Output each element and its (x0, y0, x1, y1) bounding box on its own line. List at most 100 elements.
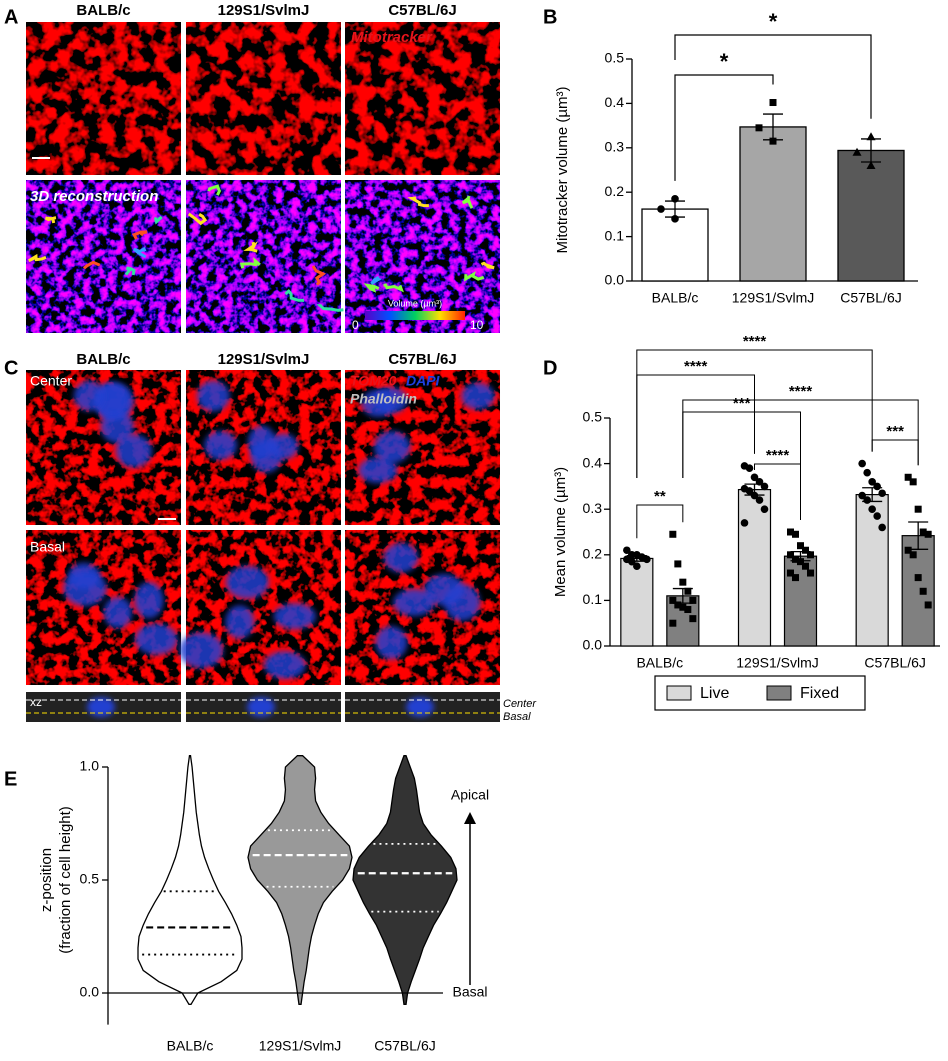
data-point (914, 574, 922, 582)
data-point (904, 546, 912, 554)
data-point (628, 557, 636, 566)
nucleus (100, 410, 134, 444)
data-point (797, 542, 804, 550)
violin (247, 755, 353, 1005)
row-label: Center (30, 373, 72, 389)
data-point (792, 555, 799, 563)
data-point (807, 551, 814, 559)
stain-label: TOM20 (350, 373, 397, 389)
stain-label: DAPI (406, 373, 441, 389)
data-point (745, 487, 754, 495)
column-header: C57BL/6J (388, 2, 456, 19)
data-point (873, 512, 881, 520)
data-point (671, 195, 679, 203)
data-point (797, 558, 804, 566)
nucleus (393, 588, 435, 617)
significance-label: *** (733, 395, 751, 412)
reconstruction-object (132, 246, 147, 259)
significance-label: * (720, 49, 729, 74)
y-axis-label: (fraction of cell height) (57, 806, 74, 954)
significance-bracket (636, 349, 873, 478)
colorbar-label: Volume (µm³) (388, 298, 442, 308)
column-header: 129S1/SvlmJ (218, 2, 310, 19)
y-axis-label: Mean volume (µm³) (552, 467, 569, 597)
microscopy-image (186, 22, 341, 175)
significance-bracket (636, 374, 755, 478)
significance-label: **** (743, 333, 767, 350)
significance-label: **** (766, 447, 790, 464)
nucleus (263, 651, 306, 680)
data-point (769, 99, 777, 107)
y-tick-label: 0.3 (583, 500, 603, 516)
data-point (669, 530, 677, 538)
bar (620, 557, 654, 647)
column-header: C57BL/6J (388, 351, 456, 368)
legend-swatch (666, 685, 692, 701)
xz-nucleus (247, 697, 275, 717)
data-point (760, 482, 769, 491)
colorbar-max: 10 (470, 318, 484, 332)
reconstruction-object (207, 184, 222, 196)
data-point (643, 555, 651, 564)
stain-label: Phalloidin (350, 391, 417, 407)
data-point (792, 530, 799, 538)
reconstruction-object (316, 304, 344, 312)
x-tick-label: BALB/c (167, 1038, 214, 1054)
panel-label: B (543, 6, 557, 28)
significance-bracket (636, 504, 684, 539)
y-tick-label: 0.1 (583, 591, 603, 607)
reconstruction-object (124, 266, 136, 276)
y-tick-label: 0.4 (583, 454, 603, 470)
data-point (919, 528, 927, 536)
nucleus (375, 625, 408, 660)
bar (855, 494, 889, 647)
data-point (924, 530, 932, 538)
data-point (684, 587, 692, 595)
plane-label: Center (503, 698, 537, 710)
significance-label: *** (886, 423, 904, 440)
significance-label: **** (789, 383, 813, 400)
nucleus (103, 596, 133, 629)
significance-bracket (674, 34, 872, 119)
y-tick-label: 1.0 (80, 758, 100, 774)
y-tick-label: 0.5 (583, 409, 603, 425)
xz-nucleus (87, 697, 115, 717)
data-point (909, 551, 917, 559)
data-point (669, 596, 677, 604)
panel-label: E (4, 768, 17, 790)
x-tick-label: 129S1/SvlmJ (736, 655, 818, 671)
significance-label: **** (684, 358, 708, 375)
reconstruction-object (480, 261, 495, 270)
x-tick-label: C57BL/6J (374, 1038, 435, 1054)
data-point (679, 603, 687, 611)
nucleus (134, 623, 178, 655)
significance-bracket (674, 74, 774, 181)
microscopy-image (186, 180, 341, 333)
data-point (802, 562, 809, 570)
legend-swatch (766, 685, 792, 701)
reconstruction-object (383, 283, 404, 293)
data-point (868, 478, 876, 486)
panel-label: C (4, 357, 18, 379)
x-tick-label: BALB/c (652, 290, 699, 306)
y-tick-label: 0.2 (583, 546, 603, 562)
nucleus (383, 542, 419, 573)
data-point (792, 574, 799, 582)
data-point (671, 215, 679, 223)
significance-label: ** (654, 488, 666, 505)
reconstruction-object (363, 283, 380, 293)
y-axis-label: z-position (38, 848, 55, 912)
nucleus (73, 380, 105, 412)
nucleus (204, 430, 238, 460)
x-tick-label: 129S1/SvlmJ (259, 1038, 341, 1054)
nucleus (358, 457, 398, 484)
data-point (919, 587, 927, 595)
colorbar-min: 0 (352, 318, 359, 332)
data-point (740, 519, 749, 527)
nucleus (115, 434, 153, 468)
data-point (769, 137, 777, 145)
bar (901, 535, 935, 647)
annotation: Apical (451, 787, 489, 803)
row-label: 3D reconstruction (30, 188, 158, 205)
